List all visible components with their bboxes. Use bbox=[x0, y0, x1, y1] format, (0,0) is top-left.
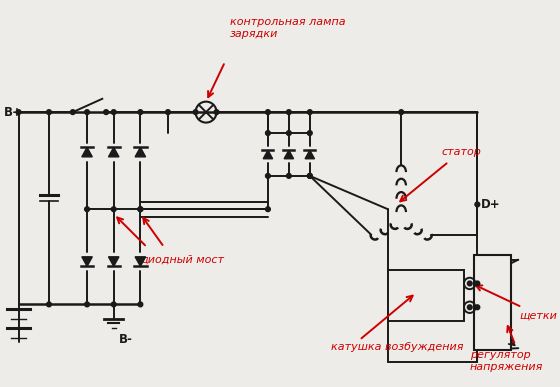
Circle shape bbox=[111, 110, 116, 115]
Circle shape bbox=[193, 110, 198, 115]
Circle shape bbox=[214, 110, 219, 115]
Circle shape bbox=[265, 131, 270, 135]
Text: B+: B+ bbox=[4, 106, 23, 118]
Circle shape bbox=[307, 173, 312, 178]
Text: контрольная лампа
зарядки: контрольная лампа зарядки bbox=[230, 17, 346, 39]
Polygon shape bbox=[305, 150, 315, 159]
Circle shape bbox=[307, 173, 312, 178]
Text: B-: B- bbox=[119, 333, 132, 346]
Circle shape bbox=[104, 110, 109, 115]
Polygon shape bbox=[109, 257, 119, 266]
Circle shape bbox=[399, 110, 404, 115]
Circle shape bbox=[265, 110, 270, 115]
Polygon shape bbox=[109, 147, 119, 157]
Circle shape bbox=[468, 305, 472, 310]
Text: щетки: щетки bbox=[519, 310, 557, 320]
Text: катушка возбуждения: катушка возбуждения bbox=[331, 342, 463, 352]
Circle shape bbox=[265, 207, 270, 212]
Circle shape bbox=[85, 110, 90, 115]
Bar bbox=[388, 270, 464, 320]
Circle shape bbox=[287, 110, 291, 115]
Circle shape bbox=[475, 281, 480, 286]
Circle shape bbox=[111, 207, 116, 212]
Circle shape bbox=[16, 110, 21, 115]
Circle shape bbox=[138, 207, 143, 212]
Circle shape bbox=[71, 110, 75, 115]
Circle shape bbox=[468, 281, 472, 286]
Circle shape bbox=[166, 110, 170, 115]
Text: регулятор
напряжения: регулятор напряжения bbox=[470, 350, 543, 372]
Circle shape bbox=[46, 110, 52, 115]
Circle shape bbox=[475, 305, 480, 310]
Circle shape bbox=[475, 202, 480, 207]
Polygon shape bbox=[263, 150, 273, 159]
Circle shape bbox=[138, 302, 143, 307]
Circle shape bbox=[138, 110, 143, 115]
Circle shape bbox=[85, 302, 90, 307]
Bar bbox=[474, 255, 511, 350]
Circle shape bbox=[307, 131, 312, 135]
Circle shape bbox=[46, 302, 52, 307]
Circle shape bbox=[138, 207, 143, 212]
Polygon shape bbox=[82, 257, 92, 266]
Text: D+: D+ bbox=[481, 198, 501, 211]
Polygon shape bbox=[135, 147, 146, 157]
Polygon shape bbox=[135, 257, 146, 266]
Circle shape bbox=[287, 173, 291, 178]
Circle shape bbox=[307, 110, 312, 115]
Circle shape bbox=[85, 207, 90, 212]
Circle shape bbox=[111, 302, 116, 307]
Text: диодный мост: диодный мост bbox=[141, 255, 225, 265]
Text: статор: статор bbox=[441, 147, 481, 158]
Polygon shape bbox=[82, 147, 92, 157]
Circle shape bbox=[287, 131, 291, 135]
Polygon shape bbox=[284, 150, 293, 159]
Circle shape bbox=[265, 173, 270, 178]
